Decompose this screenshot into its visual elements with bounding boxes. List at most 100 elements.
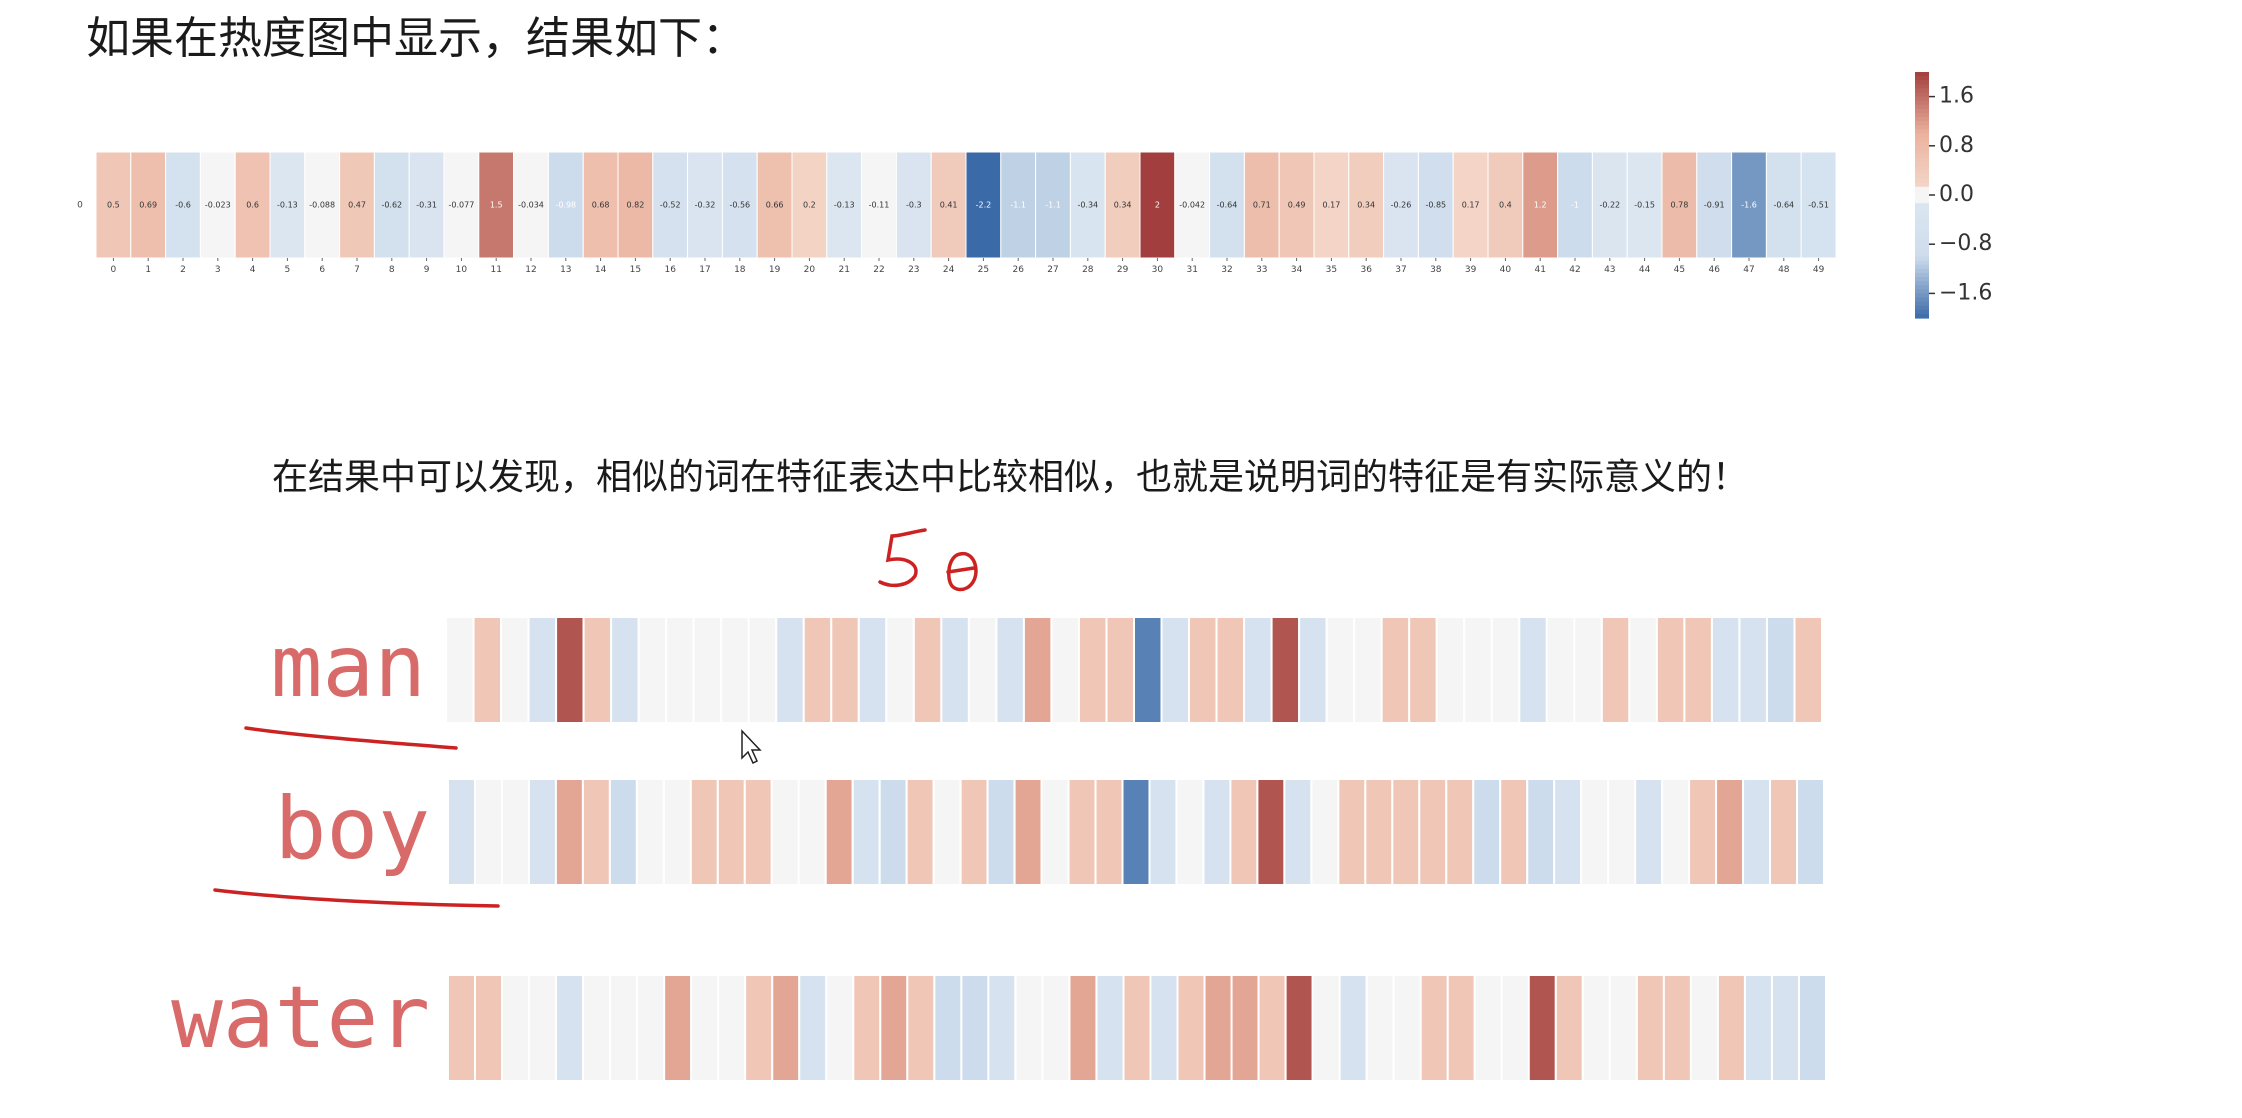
word-heat-cell [720, 616, 750, 724]
colorbar-segment [1915, 203, 1929, 208]
heat-cell [234, 151, 271, 259]
heat-cell [339, 151, 375, 259]
word-heat-cell [1769, 778, 1799, 886]
cell-value-label: -0.32 [695, 201, 716, 210]
heat-cell [1348, 151, 1385, 259]
x-tick-label: 21 [838, 265, 849, 275]
heat-cell [1383, 151, 1419, 259]
x-tick-label: 2 [180, 265, 186, 275]
word-heat-cell [960, 974, 990, 1082]
heat-cell [1557, 151, 1593, 259]
x-tick-label: 44 [1639, 265, 1651, 275]
colorbar-segment [1915, 305, 1929, 311]
x-tick-label: 1 [145, 265, 151, 275]
x-tick-label: 41 [1534, 265, 1545, 275]
row-label-water: water [171, 968, 430, 1068]
handwritten-five [878, 528, 927, 588]
heat-cell [1174, 151, 1211, 259]
heat-cell [861, 151, 897, 259]
colorbar-segment [1915, 277, 1929, 282]
colorbar-segment [1915, 199, 1929, 204]
cell-value-label: -0.22 [1599, 201, 1620, 210]
cell-value-label: 0.47 [348, 201, 366, 210]
x-tick-label: 49 [1813, 265, 1825, 275]
colorbar-segment [1915, 158, 1929, 163]
word-heat-cell [798, 974, 828, 1082]
cell-value-label: -0.077 [449, 201, 475, 210]
word-heat-cell [1472, 778, 1502, 886]
word-heat-cell [824, 778, 854, 886]
colorbar-segment [1915, 285, 1929, 290]
word-heat-cell [582, 974, 612, 1082]
colorbar-segment [1915, 149, 1929, 155]
word-heat-cell [717, 974, 747, 1082]
word-heat-cell [1765, 616, 1796, 724]
x-tick-label: 46 [1708, 265, 1720, 275]
colorbar-segment [1915, 211, 1929, 217]
word-heat-cell [940, 616, 970, 724]
colorbar-segment [1915, 92, 1929, 98]
colorbar-segment [1915, 84, 1929, 89]
cell-value-label: -0.62 [381, 201, 402, 210]
word-heat-cell [1738, 616, 1768, 724]
word-heat-cell [447, 778, 476, 886]
word-heat-cell [1148, 778, 1178, 886]
colorbar-segment [1915, 227, 1929, 233]
heat-cell [408, 151, 445, 259]
cell-value-label: -0.11 [869, 201, 890, 210]
row-label-boy: boy [274, 779, 430, 879]
word-heat-cell [447, 974, 477, 1082]
word-heat-cell [1796, 778, 1826, 886]
colorbar: 1.6 0.8 0.0 −0.8 −1.6 [1915, 72, 1992, 319]
word-heat-cell [1770, 974, 1800, 1082]
word-heat-cell [825, 974, 855, 1082]
colorbar-segment [1915, 313, 1929, 319]
x-tick-label: 31 [1186, 265, 1197, 275]
heat-cell [373, 151, 410, 259]
colorbar-segment [1915, 301, 1929, 307]
heat-cell [165, 151, 201, 259]
colorbar-segment [1915, 252, 1929, 258]
heat-cell [1661, 151, 1698, 259]
word-heat-cell [689, 778, 719, 886]
heat-cell [1522, 151, 1559, 259]
cell-value-label: 0.68 [592, 201, 610, 210]
cell-value-label: -0.15 [1634, 201, 1655, 210]
word-heat-cell [1338, 974, 1368, 1082]
word-heat-cell [851, 778, 881, 886]
word-heat-cell [636, 974, 666, 1082]
heat-cell [756, 151, 793, 259]
word-heat-cell [1095, 974, 1125, 1082]
cell-value-label: -0.64 [1217, 201, 1238, 210]
word-heat-cell [1600, 616, 1631, 724]
word-heat-cell [905, 778, 935, 886]
x-tick-label: 19 [769, 265, 781, 275]
word-heat-cell [608, 778, 638, 886]
colorbar-segment [1915, 215, 1929, 221]
word-heat-cell [690, 974, 720, 1082]
word-heat-cell [770, 778, 800, 886]
cell-value-label: -0.98 [555, 201, 576, 210]
x-tick-label: 25 [978, 265, 989, 275]
cell-value-label: -0.85 [1425, 201, 1446, 210]
heat-cell [513, 151, 549, 259]
x-tick-label: 33 [1256, 265, 1267, 275]
cell-value-label: 2 [1155, 201, 1160, 210]
colorbar-segment [1915, 141, 1929, 147]
word-heat-cell [1365, 974, 1395, 1082]
word-heat-cell [635, 778, 665, 886]
x-tick-label: 9 [424, 265, 430, 275]
x-tick-label: 29 [1117, 265, 1129, 275]
underline-boy [213, 888, 500, 908]
word-heat-cell [1661, 778, 1691, 886]
x-tick-label: 34 [1291, 265, 1303, 275]
colorbar-segment [1915, 272, 1929, 278]
word-heat-cell [1188, 616, 1218, 724]
heat-cell [687, 151, 723, 259]
word-heat-cell [1391, 778, 1421, 886]
colorbar-segment [1915, 137, 1929, 143]
row-tick-label: 0 [77, 201, 83, 211]
x-tick-label: 5 [285, 265, 291, 275]
word-heat-cell [1203, 974, 1233, 1082]
